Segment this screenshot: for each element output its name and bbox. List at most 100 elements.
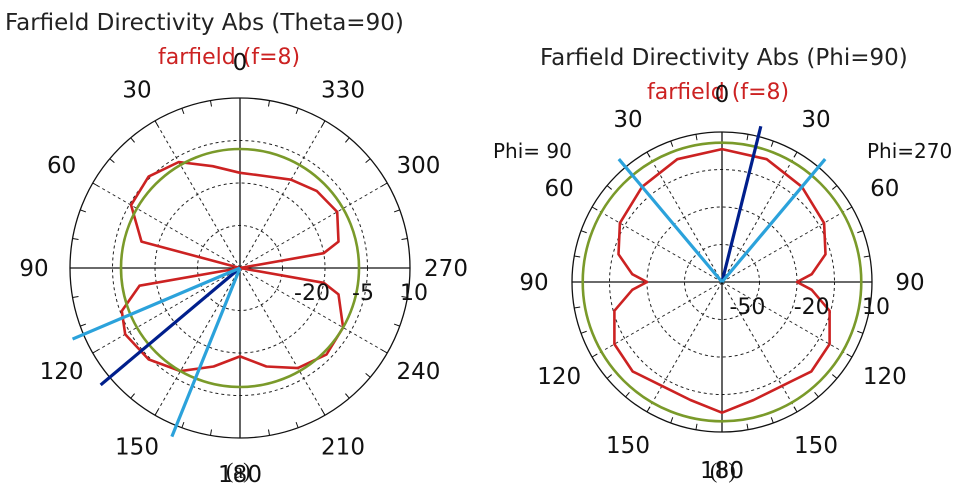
chart-b-radial-ticks: -50 -20 10 [729,295,890,320]
polar-chart-b: Farfield Directivity Abs (Phi=90) farfie… [493,45,952,484]
angle-tick-mark [72,295,79,299]
angle-tick-mark [606,185,613,190]
angle-tick-mark [345,393,350,399]
series-reference-circle [581,141,863,423]
angle-tick-label: 90 [519,270,548,296]
angle-tick-mark [267,100,271,107]
angle-tick-mark [846,353,853,358]
angle-tick-mark [365,158,371,163]
radial-tick-label: -5 [352,281,374,306]
angle-tick-label: 60 [545,176,574,202]
angle-tick-mark [154,409,159,416]
grid-spoke [154,267,241,416]
angle-tick-label: 60 [47,153,76,179]
chart-b-side-label-right: Phi=270 [867,139,952,163]
chart-b-angle-ticks: 0 30 60 90 120 150 180 150 120 90 60 30 [519,82,924,484]
angle-tick-mark [295,108,299,115]
angle-tick-mark [80,209,87,213]
angle-tick-mark [746,134,749,141]
chart-a-title: Farfield Directivity Abs (Theta=90) [5,10,404,36]
grid-spoke [92,182,241,269]
chart-b-series [581,125,863,423]
grid-spoke [239,182,388,269]
angle-tick-mark [130,137,135,143]
angle-tick-label: 0 [715,82,730,108]
angle-tick-label: 180 [700,458,744,484]
angle-tick-label: 150 [606,433,650,459]
angle-tick-mark [793,151,798,158]
angle-tick-mark [695,423,698,430]
chart-a-angle-ticks: 0 330 300 270 240 210 180 150 120 90 60 30 [19,50,468,486]
chart-a-grid [69,97,411,439]
angle-tick-mark [746,423,749,430]
beam-direction-line [170,267,242,438]
angle-tick-mark [695,134,698,141]
angle-tick-label: 150 [115,434,159,460]
angle-tick-mark [181,421,185,428]
grid-spoke [591,206,723,283]
chart-a-series [71,147,361,438]
series-pattern-line [613,147,831,414]
angle-tick-label: 120 [40,359,84,385]
angle-tick-mark [670,417,674,424]
chart-b-subtitle: farfield (f=8) [647,80,789,105]
grid-spoke [721,281,798,413]
angle-tick-mark [857,230,864,234]
grid-spoke [646,151,723,283]
beam-direction-line [71,266,241,341]
angle-tick-mark [365,373,371,378]
angle-tick-mark [321,409,326,416]
angle-tick-mark [846,206,853,211]
grid-spoke [591,281,723,358]
angle-tick-mark [863,306,870,309]
beam-direction-line [99,266,242,387]
beam-direction-line [720,158,827,284]
radial-tick-label: -20 [794,295,830,320]
angle-tick-mark [770,417,774,424]
angle-tick-label: 30 [801,107,830,133]
angle-tick-mark [92,349,99,354]
angle-tick-mark [154,120,159,127]
angle-tick-mark [591,206,598,211]
angle-tick-mark [670,140,674,147]
beam-direction-line [617,158,724,284]
angle-tick-label: 120 [537,364,581,390]
grid-spoke [154,120,241,269]
chart-a-radial-ticks: -20 -5 10 [294,281,428,306]
angle-tick-mark [574,306,581,309]
angle-tick-mark [130,393,135,399]
angle-tick-mark [181,108,185,115]
grid-spoke [92,267,241,354]
angle-tick-mark [770,140,774,147]
grid-spoke [721,281,853,358]
angle-tick-mark [295,421,299,428]
angle-tick-mark [109,158,115,163]
angle-tick-mark [267,429,271,436]
angle-tick-label: 210 [321,434,365,460]
angle-tick-mark [580,330,587,334]
angle-tick-mark [831,374,838,379]
polar-chart-a: Farfield Directivity Abs (Theta=90) farf… [5,10,468,486]
angle-tick-mark [401,295,408,299]
angle-tick-mark [831,185,838,190]
chart-a-caption: (a) [226,458,250,483]
radial-tick-label: 10 [400,281,428,306]
angle-tick-mark [345,137,350,143]
angle-tick-mark [401,237,408,241]
series-reference-circle [119,147,361,389]
series-pattern-line [120,160,345,373]
chart-b-caption: (b) [710,458,736,483]
angle-tick-mark [580,230,587,234]
angle-tick-label: 330 [321,78,365,104]
angle-tick-mark [606,374,613,379]
grid-spoke [239,267,326,416]
grid-spoke [239,267,388,354]
angle-tick-mark [574,255,581,258]
angle-tick-label: 180 [218,462,262,486]
angle-tick-label: 270 [424,256,468,282]
grid-spoke [721,206,853,283]
angle-tick-mark [72,237,79,241]
angle-tick-mark [863,255,870,258]
angle-tick-mark [646,151,651,158]
